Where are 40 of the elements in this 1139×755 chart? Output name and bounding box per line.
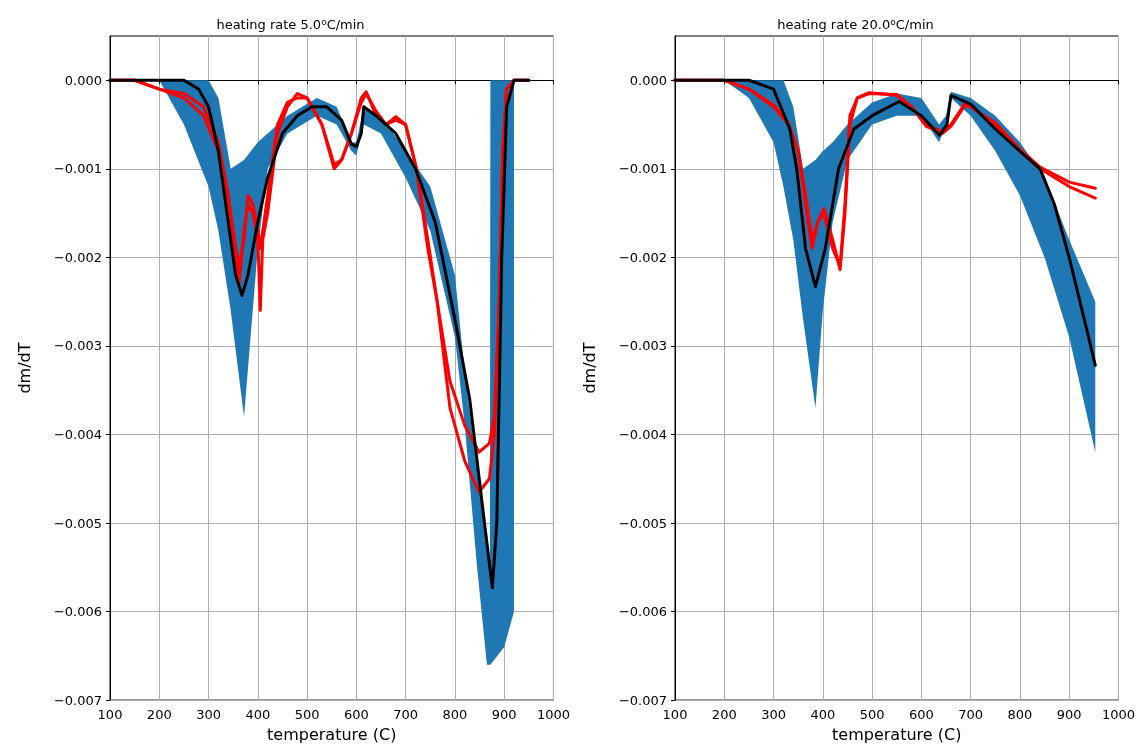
y-tick-label: −0.002	[618, 249, 667, 265]
y-tick-label: 0.000	[629, 72, 667, 88]
x-tick-label: 600	[908, 707, 934, 723]
y-axis-title: dm/dT	[579, 342, 599, 394]
y-tick-label: −0.002	[53, 249, 102, 265]
x-tick-label: 500	[294, 707, 320, 723]
x-tick-label: 1000	[1101, 707, 1135, 723]
x-tick-label: 500	[859, 707, 885, 723]
y-tick-label: −0.003	[618, 338, 667, 354]
x-tick-label: 900	[1056, 707, 1082, 723]
x-axis-title: temperature (C)	[832, 724, 962, 744]
y-tick-label: 0.000	[64, 72, 102, 88]
x-tick-label: 400	[810, 707, 836, 723]
y-tick-label: −0.005	[53, 515, 102, 531]
x-tick-label: 300	[761, 707, 786, 723]
x-tick-label: 300	[196, 707, 221, 723]
x-tick-label: 700	[958, 707, 984, 723]
x-tick-label: 800	[1007, 707, 1033, 723]
x-tick-label: 1000	[536, 707, 570, 723]
x-tick-label: 900	[491, 707, 517, 723]
x-tick-label: 200	[711, 707, 737, 723]
x-tick-label: 800	[442, 707, 468, 723]
y-tick-label: −0.005	[618, 515, 667, 531]
y-tick-label: −0.004	[53, 426, 102, 442]
x-tick-label: 400	[245, 707, 271, 723]
y-axis-title: dm/dT	[14, 342, 34, 394]
x-tick-label: 700	[393, 707, 419, 723]
x-tick-label: 200	[146, 707, 172, 723]
y-tick-label: −0.007	[618, 692, 667, 708]
y-tick-label: −0.001	[618, 161, 667, 177]
x-tick-label: 100	[97, 707, 123, 723]
x-tick-label: 600	[343, 707, 369, 723]
y-tick-label: −0.003	[53, 338, 102, 354]
y-tick-label: −0.001	[53, 161, 102, 177]
y-tick-label: −0.007	[53, 692, 102, 708]
y-tick-label: −0.006	[618, 604, 667, 620]
y-tick-label: −0.004	[618, 426, 667, 442]
x-tick-label: 100	[662, 707, 688, 723]
x-axis-title: temperature (C)	[267, 724, 397, 744]
y-tick-label: −0.006	[53, 604, 102, 620]
